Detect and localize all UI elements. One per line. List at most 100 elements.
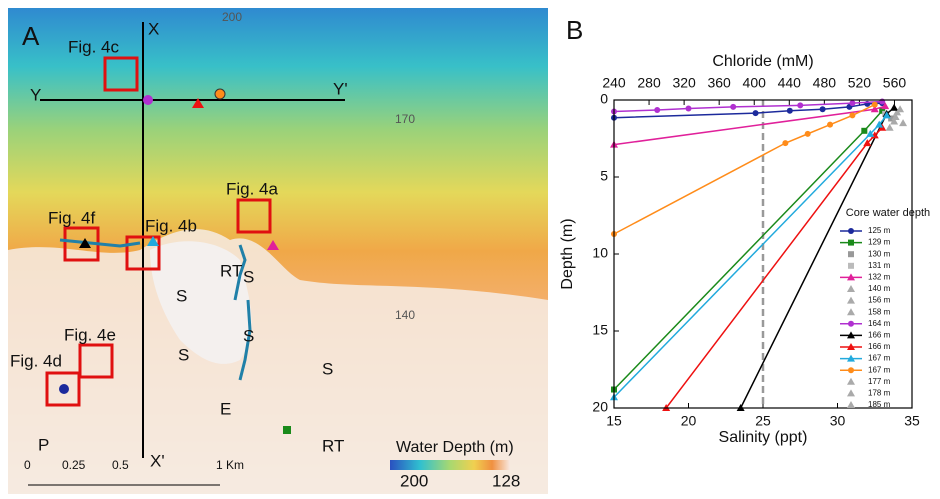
x-tick-label: 35 [904,413,920,429]
panel-label: B [566,15,583,45]
legend-label: 129 m [868,238,891,247]
marker [847,285,855,292]
marker [752,110,759,117]
x-tick-label: 25 [755,413,771,429]
marker [848,251,854,258]
legend-label: 185 m [868,400,891,409]
marker [896,105,905,113]
series-line [613,105,886,146]
map-label: S [176,286,187,305]
map-label: RT [322,436,344,455]
map-label: Y' [333,79,348,98]
marker [866,129,875,137]
map-label: E [220,399,231,418]
marker [848,262,854,269]
marker [847,401,855,408]
marker [827,121,834,128]
x2-tick-label: 520 [848,75,872,91]
scale-label: 1 Km [216,458,244,472]
x2-tick-label: 240 [602,75,626,91]
x2-tick-label: 400 [743,75,767,91]
scale-label: 0.25 [62,458,86,472]
map-label: Fig. 4b [145,216,197,235]
scale-label: 0.5 [112,458,129,472]
map-label: S [243,267,254,286]
marker [875,120,884,128]
site [267,240,279,250]
x-tick-label: 20 [681,413,697,429]
marker [882,111,891,119]
legend-label: 166 m [868,342,891,351]
legend-label: 177 m [868,377,891,386]
map-label: S [322,359,333,378]
marker [871,101,878,108]
colorbar-label: 128 [492,471,520,490]
marker [847,343,855,350]
x2-tick-label: 280 [637,75,661,91]
contour-label: 140 [395,308,415,322]
x2-tick-label: 480 [813,75,837,91]
marker [848,320,854,327]
marker [888,115,895,122]
marker [797,102,804,109]
map-label: S [243,326,254,345]
map-label: RT [220,261,242,280]
marker [847,296,855,304]
marker [786,107,793,114]
map-label: P [38,435,49,454]
legend-label: 167 m [868,354,891,363]
y-tick-label: 15 [592,322,608,338]
marker [685,105,692,112]
site [79,238,91,248]
contour-label: 170 [395,112,415,126]
marker [881,102,890,110]
marker [879,107,886,114]
y-tick-label: 10 [592,245,608,261]
legend-label: 166 m [868,331,891,340]
series-line [613,103,876,235]
marker [885,123,894,131]
colorbar [390,460,510,470]
site [283,426,291,434]
marker [848,228,854,234]
x2-tick-label: 440 [778,75,802,91]
legend-label: 125 m [868,226,891,235]
x2-tick-label: 320 [672,75,696,91]
marker [804,130,811,137]
marker [847,354,855,362]
site [147,236,159,246]
x-tick-label: 15 [606,413,622,429]
marker [861,127,868,134]
map-label: X' [150,451,165,470]
marker [891,112,900,120]
marker [782,140,789,147]
site [192,98,204,108]
map-label: Fig. 4a [226,179,279,198]
y-tick-label: 20 [592,399,608,415]
legend-label: 178 m [868,389,891,398]
legend-label: 131 m [868,261,891,270]
contour-label: 200 [222,10,242,24]
marker [848,367,854,374]
map-panel: A X X' Y Y' Fig. 4c Fig. 4a Fig. 4f Fig.… [8,8,548,494]
legend-label: 140 m [868,284,891,293]
marker [654,107,661,114]
marker [890,103,899,111]
legend-label: 130 m [868,249,891,258]
marker [847,308,855,316]
marker [849,112,856,119]
map-label: Fig. 4d [10,351,62,370]
ridge-area [150,241,252,364]
colorbar-label: 200 [400,471,428,490]
colorbar-title: Water Depth (m) [396,439,514,456]
map-label: Fig. 4e [64,325,116,344]
map-label: Fig. 4c [68,37,120,56]
plot-frame [613,99,913,409]
legend-label: 156 m [868,296,891,305]
marker [870,105,879,113]
marker [847,377,855,385]
y-tick-label: 0 [600,91,608,107]
x-axis-title: Salinity (ppt) [719,429,808,446]
